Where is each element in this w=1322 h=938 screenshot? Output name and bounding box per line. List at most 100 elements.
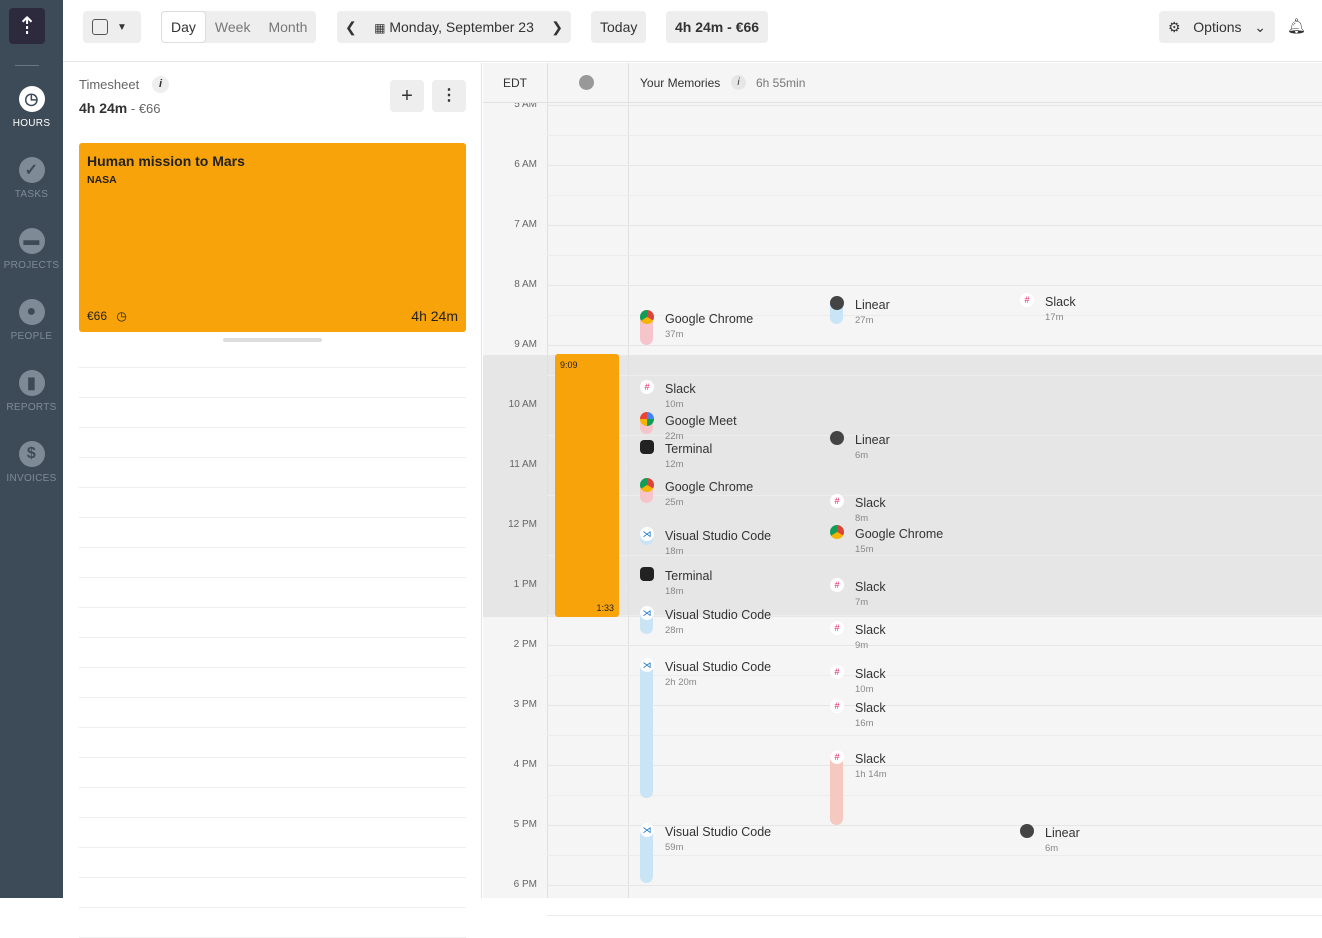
sidebar-item-label: HOURS bbox=[12, 118, 51, 129]
row-divider bbox=[79, 427, 466, 428]
memories-total: 6h 55min bbox=[756, 76, 806, 90]
hour-label: 6 PM bbox=[513, 879, 537, 890]
linear-icon bbox=[830, 431, 844, 445]
half-hour-line bbox=[547, 855, 1322, 856]
add-entry-button[interactable]: + bbox=[390, 80, 424, 112]
gear-icon: ⚙ bbox=[1168, 18, 1181, 35]
memory-duration: 12m bbox=[665, 459, 684, 470]
memory-duration: 8m bbox=[855, 513, 869, 524]
app-logo[interactable]: ⇡ bbox=[9, 8, 45, 44]
memory-duration: 10m bbox=[855, 684, 874, 695]
memory-app: Terminal bbox=[665, 442, 713, 456]
slack-icon: # bbox=[1020, 293, 1034, 307]
half-hour-line bbox=[547, 195, 1322, 196]
hour-label: 7 AM bbox=[514, 219, 537, 230]
row-divider bbox=[79, 667, 466, 668]
sidebar-item-label: TASKS bbox=[14, 189, 49, 200]
half-hour-line bbox=[547, 495, 1322, 496]
hour-label: 11 AM bbox=[509, 459, 537, 470]
date-navigator: ❮ ▦ Monday, September 23 ❯ bbox=[337, 11, 571, 43]
today-button[interactable]: Today bbox=[591, 11, 647, 43]
clock-icon: ◷ bbox=[18, 86, 45, 112]
sidebar-item-people[interactable]: ● PEOPLE bbox=[0, 299, 63, 342]
vscode-icon: ⋊ bbox=[640, 823, 654, 837]
row-divider bbox=[79, 787, 466, 788]
half-hour-line bbox=[547, 675, 1322, 676]
hour-label: 4 PM bbox=[513, 759, 537, 770]
clock-icon: ◷ bbox=[116, 309, 127, 323]
date-label[interactable]: Monday, September 23 bbox=[389, 19, 534, 35]
prev-day-button[interactable]: ❮ bbox=[345, 18, 357, 35]
calendar-icon: ▦ bbox=[374, 21, 386, 35]
google-meet-icon bbox=[640, 412, 654, 426]
row-divider bbox=[79, 637, 466, 638]
hour-label: 1 PM bbox=[513, 579, 537, 590]
hour-line bbox=[547, 645, 1322, 646]
half-hour-line bbox=[547, 255, 1322, 256]
time-block[interactable]: 9:09 1:33 bbox=[555, 354, 619, 617]
tab-month[interactable]: Month bbox=[268, 19, 308, 35]
memory-app: Linear bbox=[855, 298, 890, 312]
next-day-button[interactable]: ❯ bbox=[551, 18, 563, 35]
memory-app: Google Meet bbox=[665, 414, 737, 428]
hour-line bbox=[547, 885, 1322, 886]
memory-app: Google Chrome bbox=[665, 480, 754, 494]
chrome-icon bbox=[830, 525, 844, 539]
memory-app: Slack bbox=[855, 701, 886, 715]
select-dropdown[interactable]: ▼ bbox=[83, 11, 141, 43]
sidebar: ⇡ ◷ HOURS ✓ TASKS ▬ PROJECTS ● PEOPLE ▮ REPORTS $ I… bbox=[0, 0, 63, 898]
slack-icon: # bbox=[830, 621, 844, 635]
row-divider bbox=[79, 547, 466, 548]
memory-duration: 6m bbox=[1045, 843, 1059, 854]
memory-duration: 28m bbox=[665, 625, 684, 636]
dollar-icon: $ bbox=[18, 441, 45, 467]
sidebar-item-invoices[interactable]: $ INVOICES bbox=[0, 441, 63, 484]
memory-duration: 16m bbox=[855, 718, 874, 729]
hour-label: 10 AM bbox=[508, 399, 537, 410]
duration-bar bbox=[640, 823, 653, 883]
hour-line bbox=[547, 405, 1322, 406]
resize-handle[interactable] bbox=[223, 338, 322, 342]
memory-app: Slack bbox=[855, 667, 886, 681]
briefcase-icon: ▬ bbox=[18, 228, 45, 254]
memory-app: Visual Studio Code bbox=[665, 825, 772, 839]
row-divider bbox=[79, 517, 466, 518]
half-hour-line bbox=[547, 135, 1322, 136]
row-divider bbox=[79, 907, 466, 908]
timesheet-panel: Timesheet i 4h 24m - €66 + ⋮ Human missi… bbox=[63, 63, 482, 938]
info-icon[interactable]: i bbox=[731, 75, 746, 90]
sidebar-item-reports[interactable]: ▮ REPORTS bbox=[0, 370, 63, 413]
hour-line bbox=[547, 765, 1322, 766]
hour-label: 2 PM bbox=[513, 639, 537, 650]
hour-label: 12 PM bbox=[508, 519, 537, 530]
memory-duration: 27m bbox=[855, 315, 874, 326]
half-hour-line bbox=[547, 375, 1322, 376]
timezone-label: EDT bbox=[503, 76, 527, 90]
memory-duration: 6m bbox=[855, 450, 869, 461]
memory-duration: 7m bbox=[855, 597, 869, 608]
block-start: 9:09 bbox=[560, 360, 578, 370]
row-divider bbox=[79, 577, 466, 578]
bell-icon[interactable]: 🔔︎ bbox=[1287, 18, 1307, 35]
memory-duration: 59m bbox=[665, 842, 684, 853]
sidebar-item-tasks[interactable]: ✓ TASKS bbox=[0, 157, 63, 200]
memories-title: Your Memories bbox=[640, 76, 721, 90]
caret-down-icon: ▼ bbox=[117, 21, 127, 33]
sidebar-item-projects[interactable]: ▬ PROJECTS bbox=[0, 228, 63, 271]
memory-app: Slack bbox=[855, 580, 886, 594]
info-icon[interactable]: i bbox=[152, 76, 169, 93]
more-menu-button[interactable]: ⋮ bbox=[432, 80, 466, 112]
memory-duration: 22m bbox=[665, 431, 684, 442]
add-time-icon[interactable] bbox=[579, 75, 594, 90]
checkbox-icon[interactable] bbox=[92, 19, 108, 35]
options-button[interactable]: ⚙ Options ⌄ bbox=[1159, 11, 1275, 43]
memory-duration: 15m bbox=[855, 544, 874, 555]
row-divider bbox=[79, 817, 466, 818]
hour-line bbox=[547, 825, 1322, 826]
tab-day[interactable]: Day bbox=[161, 11, 206, 43]
time-entry-card[interactable]: Human mission to Mars NASA €66 ◷ 4h 24m bbox=[79, 143, 466, 332]
hour-label: 9 AM bbox=[514, 339, 537, 350]
memory-app: Terminal bbox=[665, 569, 713, 583]
sidebar-item-hours[interactable]: ◷ HOURS bbox=[0, 86, 63, 129]
tab-week[interactable]: Week bbox=[214, 19, 251, 35]
